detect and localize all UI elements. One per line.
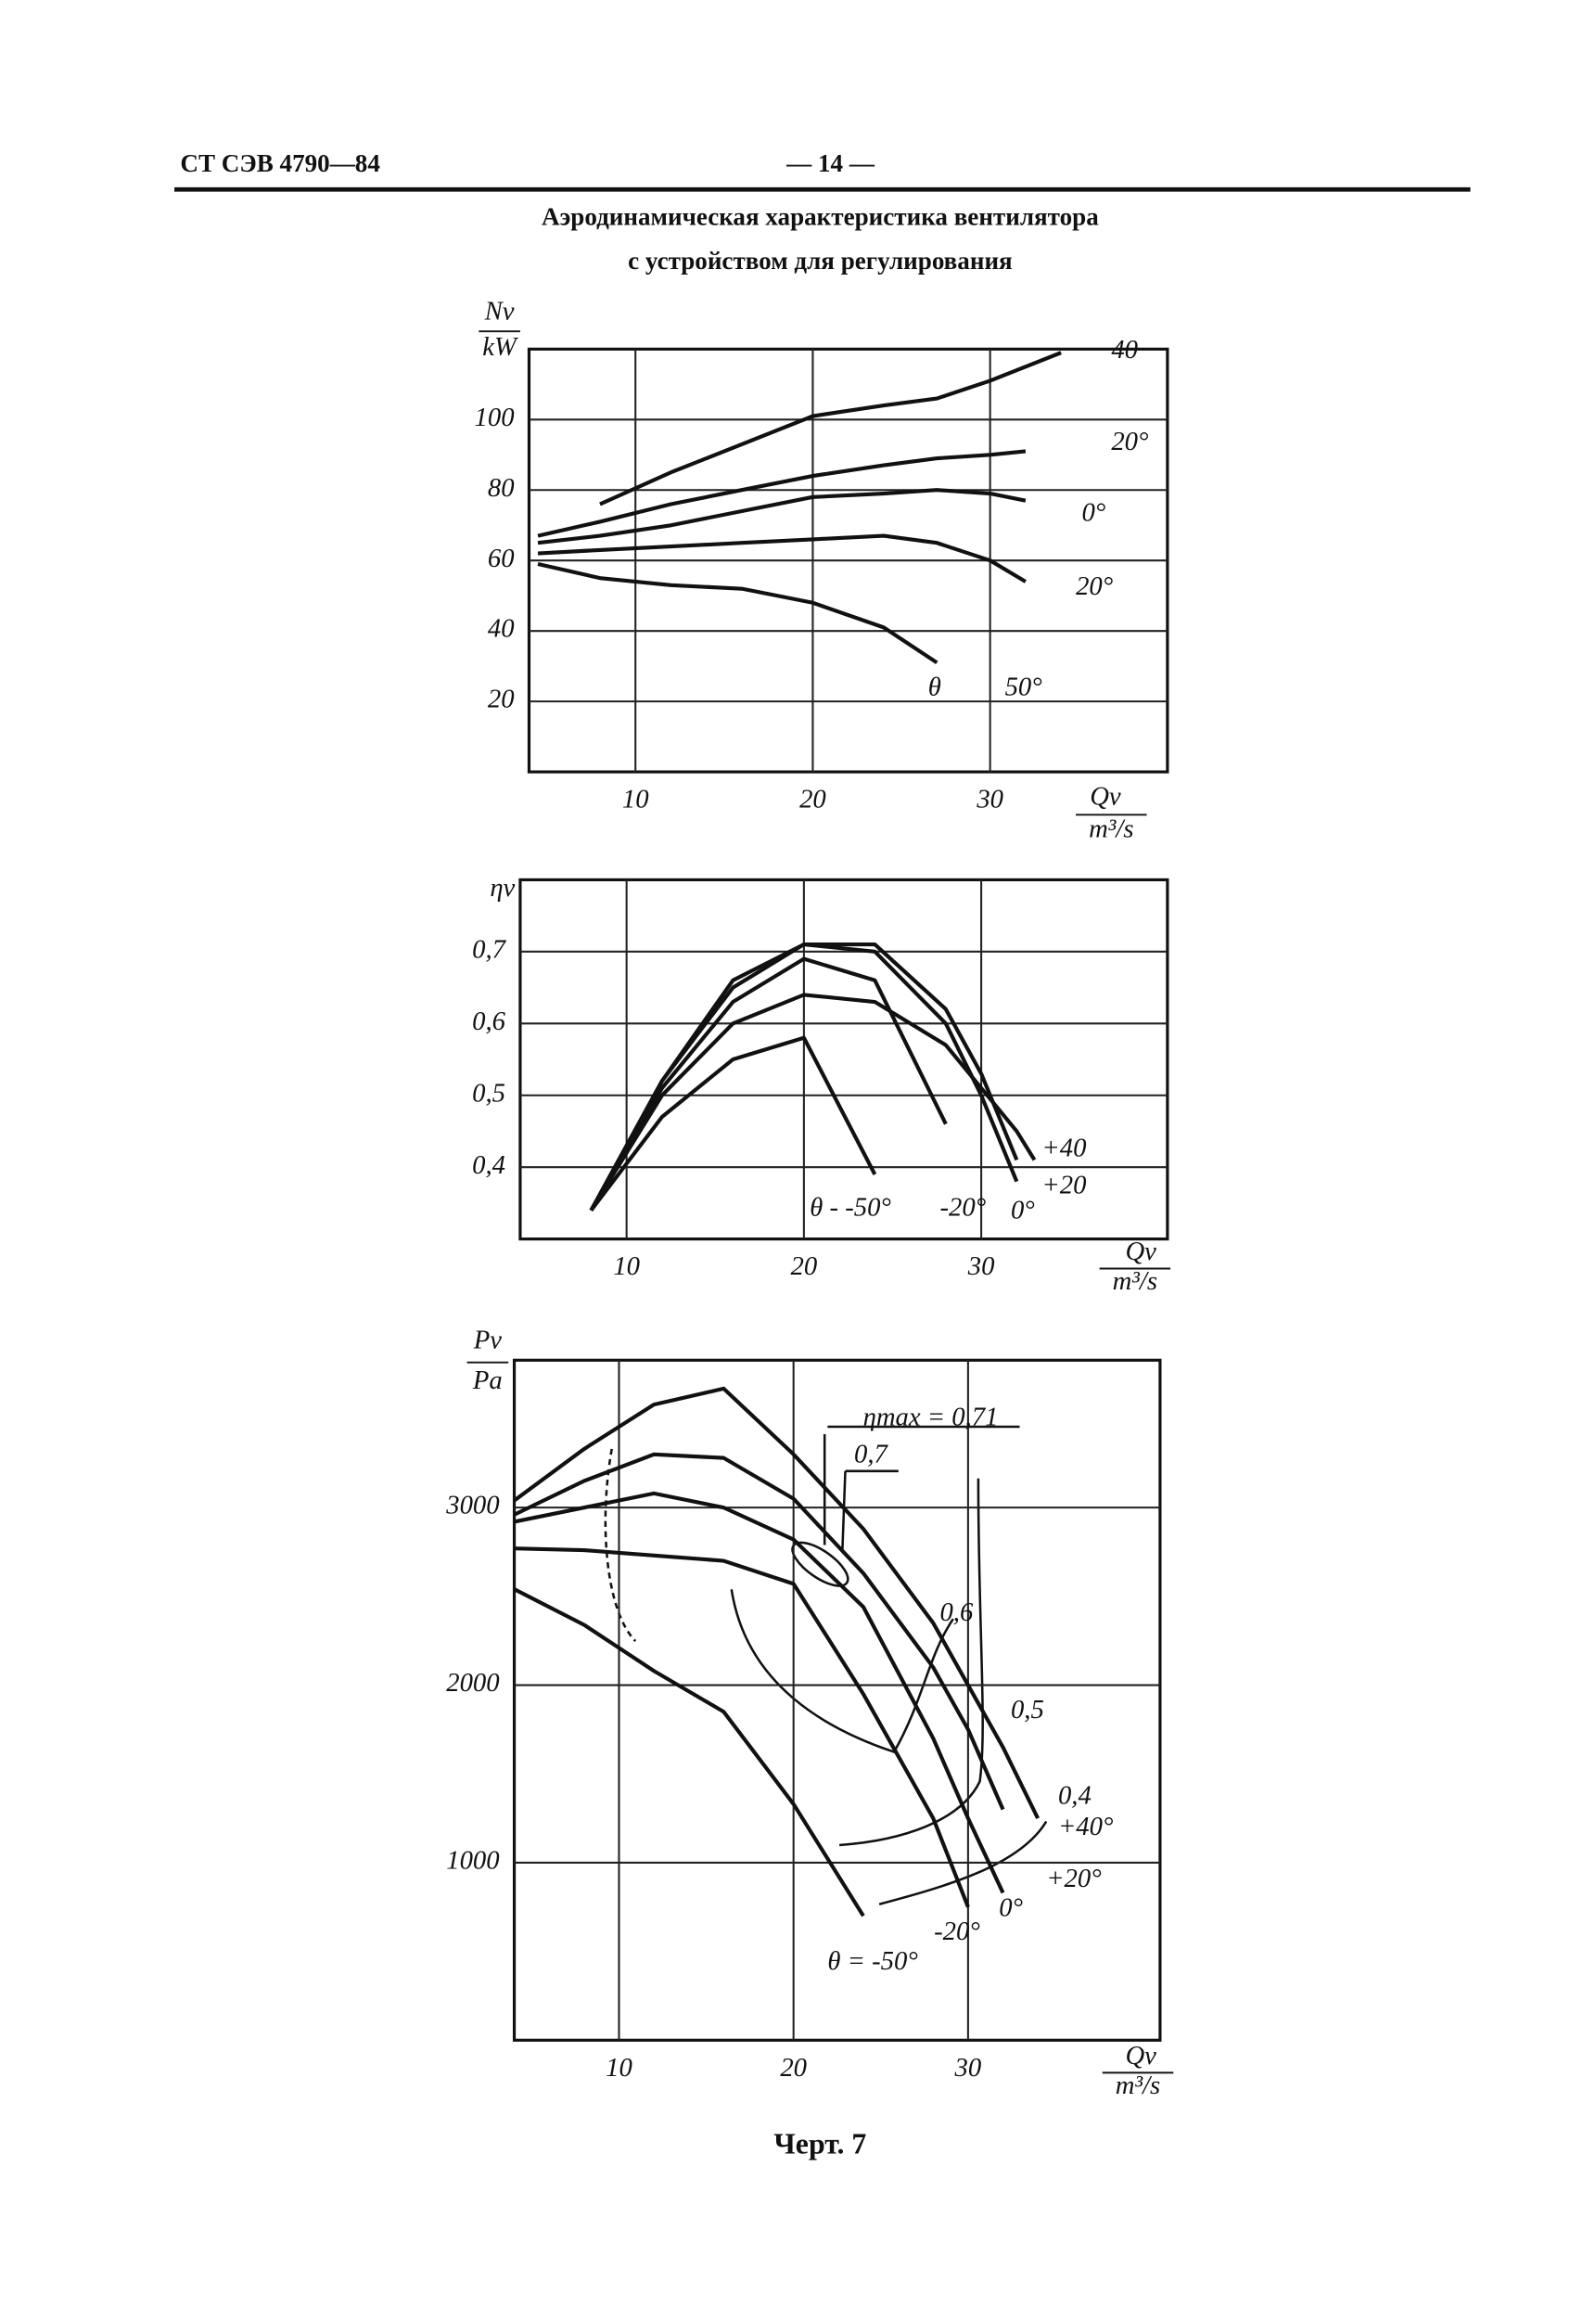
annotation: 0,6 (939, 1597, 974, 1627)
y-tick-label: 20 (488, 685, 515, 714)
x-tick-label: 20 (799, 785, 826, 814)
x-tick-label: 20 (780, 2053, 807, 2083)
curve (589, 942, 1019, 1212)
curve-label: -20° (934, 1917, 980, 1946)
curve-label: +40 (1041, 1134, 1086, 1163)
y-axis-unit: Pa (472, 1366, 503, 1395)
title-line: Аэродинамическая характеристика вентилят… (542, 202, 1099, 230)
x-axis-unit: m³/s (1089, 814, 1133, 843)
y-tick-label: 0,4 (472, 1150, 505, 1180)
curve (537, 562, 938, 665)
curve-label: +20° (1046, 1864, 1102, 1893)
annotation: 0,7 (854, 1439, 889, 1468)
y-tick-label: 0,7 (472, 934, 507, 964)
x-tick-label: 30 (954, 2053, 982, 2083)
y-axis-label: Pv (473, 1326, 503, 1355)
curve (513, 1587, 865, 1917)
contour (878, 1820, 1048, 1905)
title-line: с устройством для регулирования (628, 247, 1013, 275)
curve-label: +40° (1058, 1812, 1114, 1841)
x-tick-label: 30 (976, 785, 1003, 814)
contour (730, 1589, 954, 1754)
curve-label: +20 (1041, 1170, 1086, 1199)
contour (839, 1478, 984, 1847)
x-tick-label: 10 (622, 785, 649, 814)
curve (537, 449, 1027, 538)
leader (841, 1469, 899, 1553)
curve-label: 20° (1076, 571, 1113, 601)
x-axis-label: Qv (1125, 2041, 1156, 2071)
y-axis-unit: kW (482, 332, 519, 362)
curve (513, 1386, 1040, 1820)
x-axis-unit: m³/s (1113, 1266, 1157, 1296)
curve (514, 1546, 970, 1908)
efficiency-contours (604, 1425, 1048, 1905)
curve-label: θ - -50° (810, 1192, 891, 1222)
curve (599, 351, 1062, 506)
y-tick-label: 100 (475, 403, 515, 432)
annotation: 0,5 (1011, 1695, 1044, 1725)
curve-label: θ = -50° (827, 1946, 917, 1976)
curve (589, 1035, 877, 1212)
x-tick-label: 10 (613, 1251, 640, 1281)
y-tick-label: 3000 (445, 1491, 499, 1520)
curve (514, 1491, 1005, 1894)
curve-label: -20° (939, 1192, 986, 1222)
curve-label: 0° (1081, 497, 1105, 527)
x-axis-label: Qv (1125, 1237, 1156, 1266)
y-tick-label: 0,5 (472, 1078, 505, 1108)
y-tick-label: 60 (488, 544, 515, 573)
curve-label: 0° (999, 1893, 1023, 1923)
y-tick-label: 40 (488, 614, 515, 644)
page-number: — 14 — (785, 149, 875, 177)
plot-frame (518, 878, 1169, 1241)
curve-label: 20° (1111, 427, 1148, 456)
curve (537, 488, 1027, 545)
annotation: 0,4 (1058, 1781, 1092, 1811)
annotation: ηmax = 0,71 (863, 1403, 999, 1432)
curve-label: 50° (1005, 672, 1042, 701)
y-tick-label: 1000 (446, 1846, 499, 1876)
annotation: θ (928, 672, 941, 701)
doc-code: СТ СЭВ 4790—84 (180, 149, 380, 177)
contour (604, 1448, 637, 1642)
curve (589, 956, 948, 1212)
y-axis-label: Nv (484, 297, 515, 327)
x-axis-unit: m³/s (1116, 2071, 1160, 2100)
plot-frame (512, 1358, 1162, 2042)
curve (513, 1452, 1005, 1811)
caption: Черт. 7 (773, 2127, 866, 2160)
x-tick-label: 10 (606, 2053, 632, 2083)
curve-label: 40 (1111, 335, 1138, 365)
y-tick-label: 80 (488, 473, 515, 503)
curve (589, 993, 1037, 1212)
y-tick-label: 2000 (446, 1668, 499, 1698)
y-axis-label: ηv (490, 873, 515, 903)
y-tick-label: 0,6 (472, 1007, 506, 1036)
x-tick-label: 30 (967, 1251, 995, 1281)
curve-label: 0° (1011, 1196, 1035, 1225)
curve (537, 533, 1027, 583)
x-axis-label: Qv (1090, 781, 1121, 811)
x-tick-label: 20 (791, 1251, 818, 1281)
